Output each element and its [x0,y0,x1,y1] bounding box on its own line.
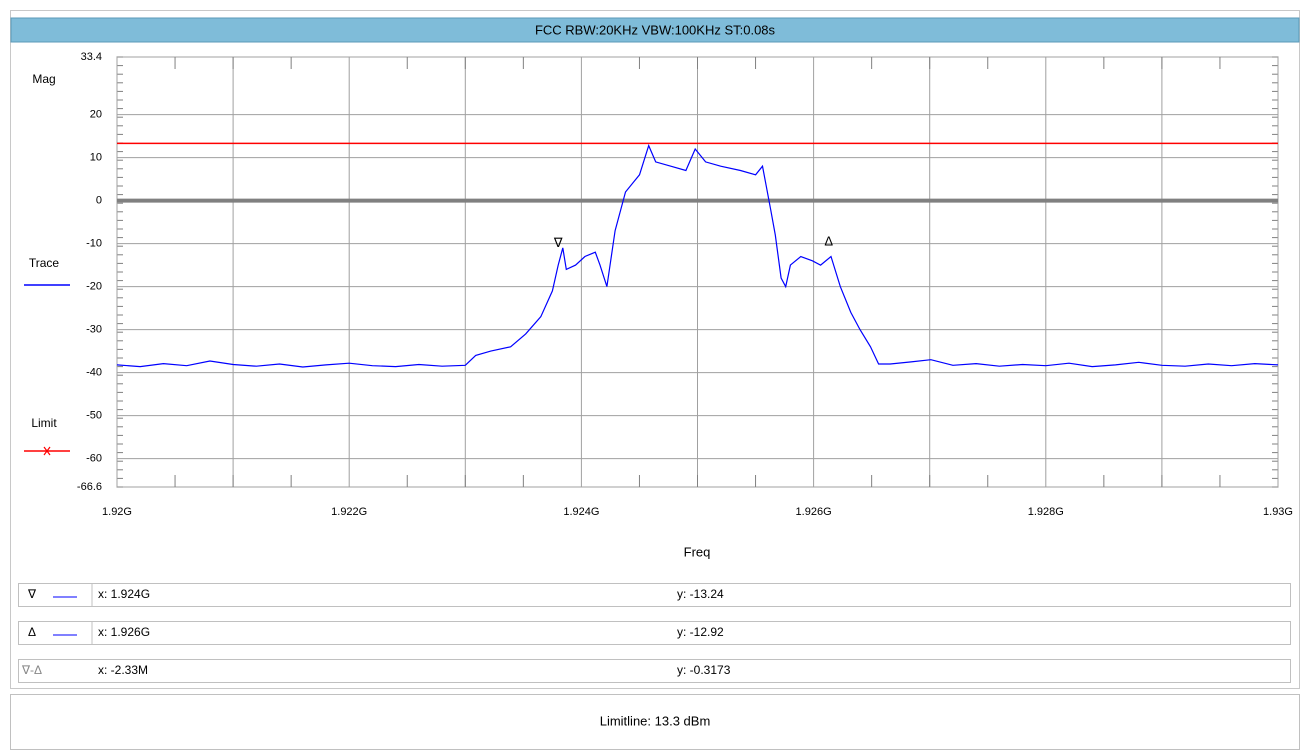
footer-box [10,694,1300,750]
x-axis-label: Freq [684,544,711,559]
marker-row-y: y: -13.24 [677,587,724,601]
marker-symbol: ∇ [553,235,563,250]
y-tick-label: -20 [86,281,102,293]
x-tick-label: 1.924G [563,506,599,518]
y-tick-label: -60 [86,453,102,465]
x-tick-label: 1.926G [796,506,832,518]
marker-row [18,583,1291,607]
footer-text: Limitline: 13.3 dBm [600,713,711,728]
delta-y: y: -0.3173 [677,663,731,677]
marker-row [18,621,1291,645]
delta-symbol: ∇-Δ [21,663,42,677]
y-tick-label: 33.4 [81,51,102,63]
delta-x: x: -2.33M [98,663,148,677]
marker-row-x: x: 1.926G [98,625,150,639]
y-tick-label: -10 [86,238,102,250]
y-tick-label: 0 [96,195,102,207]
x-tick-label: 1.92G [102,506,132,518]
legend-limit-x [43,446,51,456]
y-tick-label: 20 [90,109,102,121]
marker-symbol: Δ [824,234,833,249]
y-tick-label: 10 [90,152,102,164]
y-tick-label: -66.6 [77,481,102,493]
legend-trace: Trace [29,256,60,270]
marker-row-x: x: 1.924G [98,587,150,601]
delta-row [18,659,1291,683]
legend-limit: Limit [31,416,57,430]
x-tick-label: 1.93G [1263,506,1293,518]
title-bar [10,17,1300,43]
y-tick-label: -40 [86,367,102,379]
x-tick-label: 1.928G [1028,506,1064,518]
x-tick-label: 1.922G [331,506,367,518]
y-tick-label: -50 [86,410,102,422]
chart-title: FCC RBW:20KHz VBW:100KHz ST:0.08s [535,22,776,37]
y-axis-label: Mag [32,72,55,86]
marker-row-symbol: ∇ [27,587,37,601]
y-tick-label: -30 [86,324,102,336]
marker-row-y: y: -12.92 [677,625,724,639]
marker-row-symbol: Δ [28,625,36,639]
trace-line [116,143,1279,368]
